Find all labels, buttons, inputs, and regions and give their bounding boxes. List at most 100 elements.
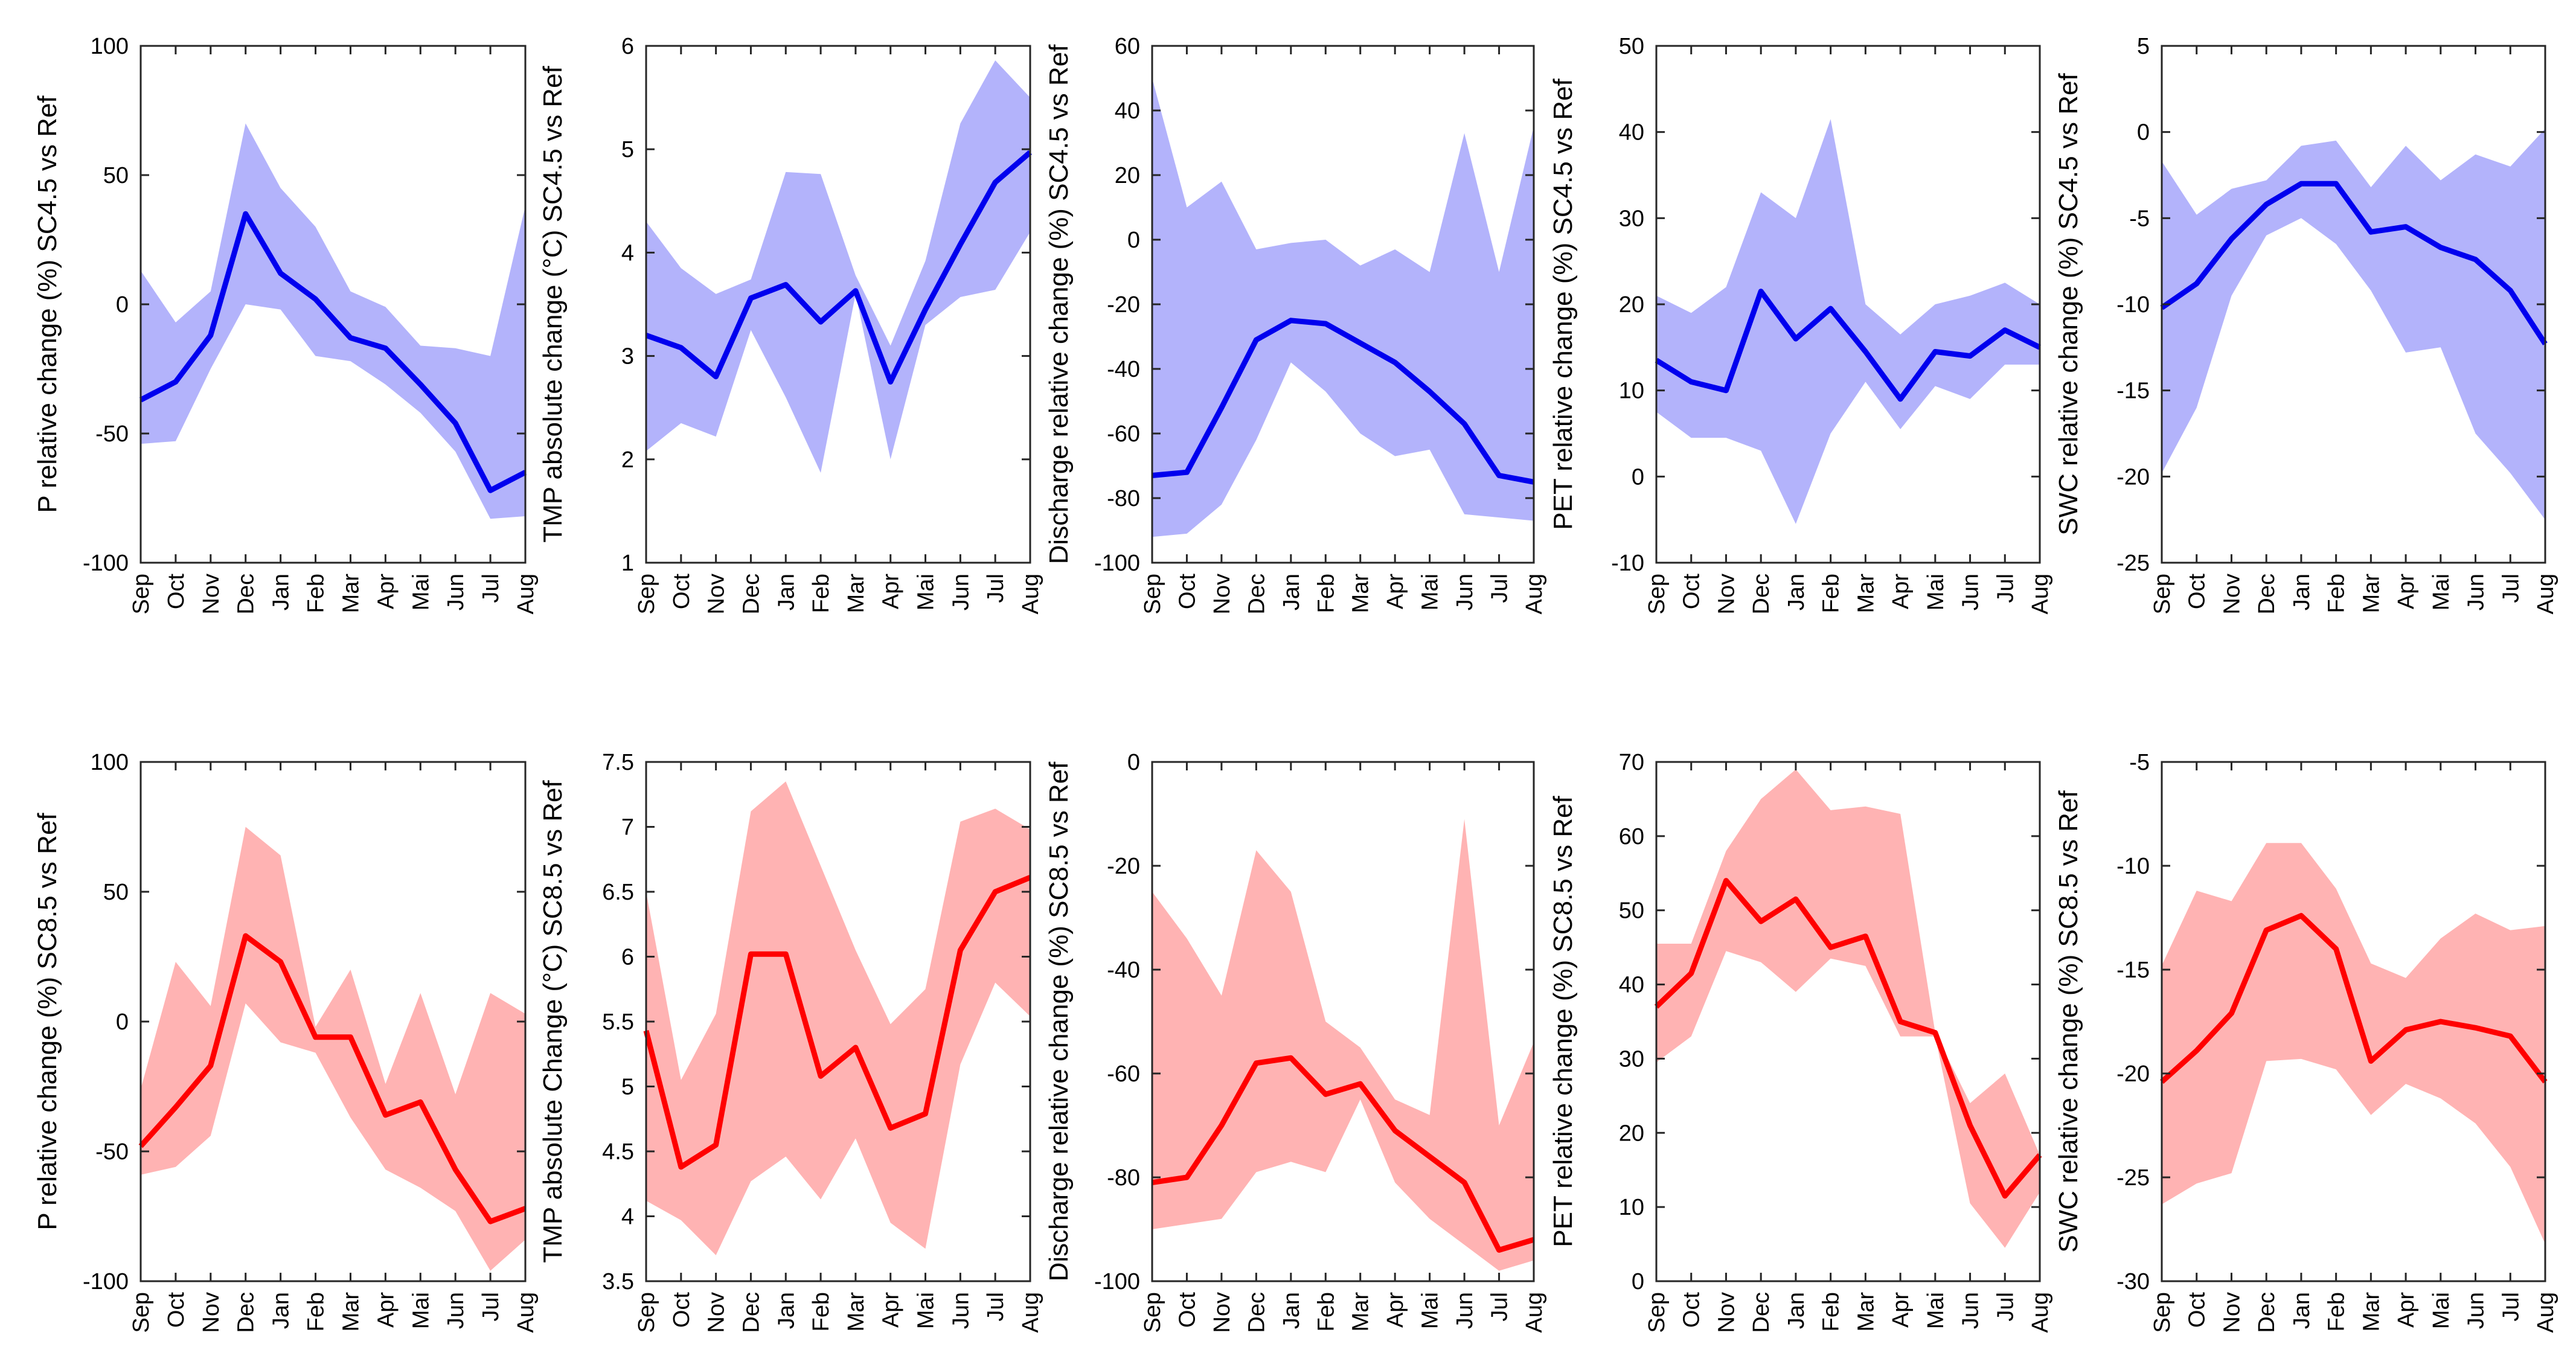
x-tick-label: Oct [164, 574, 189, 610]
y-tick-label: 10 [1619, 379, 1644, 404]
x-tick-label: Oct [669, 574, 694, 610]
y-tick-label: 0 [1127, 750, 1140, 775]
y-tick-label: 30 [1619, 1046, 1644, 1072]
x-tick-label: Mai [408, 574, 434, 610]
y-tick-label: 4 [621, 240, 634, 266]
x-tick-label: Dec [1244, 1292, 1269, 1333]
mean-line [645, 150, 1032, 385]
x-tick-label: Jul [1993, 574, 2018, 603]
y-tick-label: 0 [2137, 120, 2150, 146]
x-tick-label: Jul [1993, 1292, 2018, 1322]
axes-frame [1151, 761, 1535, 1282]
mean-line [138, 933, 527, 1224]
x-tick-label: Jul [1487, 1292, 1513, 1322]
x-tick-label: Dec [739, 1292, 764, 1333]
y-axis-label: TMP absolute Change (°C) SC8.5 vs Ref [538, 780, 568, 1263]
x-tick-label: Nov [2219, 1292, 2244, 1333]
panel-9: 0 10 20 30 40 50 60 70 Sep Oct Nov Dec Jan Feb Mar Apr M… [1548, 750, 2053, 1333]
x-tick-label: Jun [948, 574, 973, 610]
x-tick-label: Mai [914, 574, 939, 610]
x-tick-label: Feb [1819, 1292, 1844, 1331]
y-tick-label: 1 [621, 551, 634, 576]
x-tick-label: Feb [304, 574, 329, 613]
uncertainty-band [1656, 119, 2040, 524]
x-tick-label: Jan [269, 1292, 294, 1329]
y-tick-label: 60 [1619, 824, 1644, 849]
x-tick-label: Nov [199, 574, 224, 615]
x-tick-label: Dec [234, 574, 259, 615]
y-tick-label: -10 [2116, 854, 2150, 879]
x-tick-label: Oct [2185, 1292, 2210, 1328]
y-tick-label: 6.5 [602, 880, 634, 905]
y-axis-label: PET relative change (%) SC4.5 vs Ref [1548, 78, 1578, 530]
x-tick-label: Sep [2150, 1292, 2175, 1333]
x-tick-label: Apr [879, 1292, 904, 1328]
uncertainty-band [1656, 769, 2040, 1248]
y-tick-label: -50 [95, 421, 129, 447]
x-tick-label: Jan [2289, 574, 2315, 610]
x-tick-label: Mar [844, 1292, 869, 1332]
y-tick-label: -40 [1107, 357, 1140, 382]
y-tick-label: 5 [2137, 34, 2150, 59]
x-tick-label: Jul [478, 574, 504, 603]
x-tick-label: Jun [1452, 574, 1478, 610]
y-tick-label: 20 [1115, 163, 1140, 188]
y-tick-label: 2 [621, 447, 634, 473]
y-tick-label: -100 [1094, 1269, 1140, 1294]
y-tick-label: 20 [1619, 292, 1644, 318]
x-tick-label: Oct [2185, 574, 2210, 610]
y-tick-label: -10 [1611, 551, 1644, 576]
y-tick-label: -100 [1094, 551, 1140, 576]
x-tick-label: Mar [338, 1292, 364, 1332]
uncertainty-band [646, 60, 1030, 473]
y-tick-label: 6 [621, 945, 634, 970]
y-axis-label: P relative change (%) SC4.5 vs Ref [33, 95, 62, 513]
x-tick-label: Mai [1923, 574, 1949, 610]
x-tick-label: Feb [1819, 574, 1844, 613]
panel-3: -100 -80 -60 -40 -20 0 20 40 60 Sep Oct Nov Dec Jan Fe… [1044, 34, 1547, 615]
panel-1: -100 -50 0 50 100 Sep Oct Nov Dec Jan Feb Mar Apr Mai… [33, 34, 539, 615]
y-tick-label: 100 [91, 750, 129, 775]
y-tick-label: 3 [621, 344, 634, 370]
y-tick-label: -80 [1107, 1165, 1140, 1191]
x-tick-label: Feb [304, 1292, 329, 1331]
y-tick-label: 6 [621, 34, 634, 59]
y-tick-label: -20 [1107, 854, 1140, 879]
x-tick-label: Apr [373, 1292, 399, 1328]
axes-frame [2161, 761, 2546, 1282]
y-tick-label: -10 [2116, 292, 2150, 318]
y-tick-label: 40 [1115, 98, 1140, 124]
x-tick-label: Jun [1958, 1292, 1984, 1329]
x-tick-label: Sep [634, 1292, 659, 1333]
y-tick-label: 7.5 [602, 750, 634, 775]
x-tick-label: Oct [1679, 574, 1705, 610]
x-tick-label: Mar [338, 574, 364, 613]
x-tick-label: Oct [1174, 574, 1200, 610]
x-tick-label: Mai [1418, 574, 1443, 610]
x-tick-label: Apr [373, 574, 399, 609]
x-tick-label: Sep [634, 574, 659, 615]
uncertainty-band [2162, 129, 2545, 520]
panel-8: -100 -80 -60 -40 -20 0 Sep Oct Nov Dec Jan Feb Mar Ap… [1044, 750, 1547, 1333]
mean-line [2160, 913, 2548, 1084]
x-tick-label: Jul [478, 1292, 504, 1322]
y-tick-label: 50 [103, 163, 129, 188]
y-tick-label: -60 [1107, 1061, 1140, 1087]
panel-10: -30 -25 -20 -15 -10 -5 Sep Oct Nov Dec Jan Feb Mar Ap… [2054, 750, 2558, 1333]
x-tick-label: Jul [983, 574, 1008, 603]
x-tick-label: Apr [1383, 1292, 1408, 1328]
x-tick-label: Jun [443, 1292, 469, 1329]
y-tick-label: 70 [1619, 750, 1644, 775]
y-tick-label: -15 [2116, 379, 2150, 404]
x-tick-label: Feb [809, 574, 834, 613]
y-tick-label: 5 [621, 137, 634, 162]
y-tick-label: 60 [1115, 34, 1140, 59]
x-tick-label: Aug [2533, 1292, 2558, 1333]
x-tick-label: Aug [2028, 1292, 2053, 1333]
y-tick-label: 10 [1619, 1195, 1644, 1220]
x-tick-label: Aug [2028, 574, 2053, 615]
x-tick-label: Mar [2359, 574, 2384, 613]
y-tick-label: -5 [2129, 750, 2150, 775]
x-tick-label: Sep [129, 574, 154, 615]
y-tick-label: -25 [2116, 1165, 2150, 1191]
